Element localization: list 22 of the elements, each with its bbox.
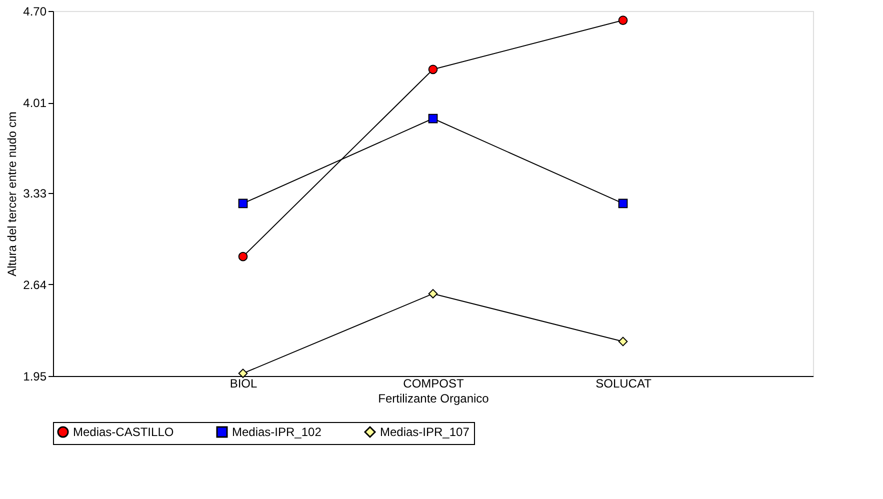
y-tick-label: 2.64 <box>23 278 47 292</box>
y-tick-label: 4.01 <box>23 96 47 110</box>
y-axis-title: Altura del tercer entre nudo cm <box>5 112 20 276</box>
point <box>238 198 248 208</box>
y-tick-label: 4.70 <box>23 4 47 18</box>
legend-label: Medias-IPR_102 <box>232 425 322 439</box>
y-tick-label: 1.95 <box>23 370 47 384</box>
point <box>238 252 248 262</box>
x-tick-label: COMPOST <box>403 376 464 390</box>
y-tick-label: 3.33 <box>23 186 47 200</box>
point <box>428 114 438 124</box>
point <box>428 64 438 74</box>
point <box>618 16 628 25</box>
legend-label: Medias-IPR_107 <box>380 425 470 439</box>
x-tick-label: BIOL <box>230 376 258 390</box>
point <box>618 198 628 208</box>
point <box>428 289 438 298</box>
x-tick-label: SOLUCAT <box>596 376 652 390</box>
x-axis-title: Fertilizante Organico <box>378 392 490 406</box>
point <box>238 368 248 378</box>
point <box>618 336 628 346</box>
legend-label: Medias-CASTILLO <box>73 425 174 439</box>
